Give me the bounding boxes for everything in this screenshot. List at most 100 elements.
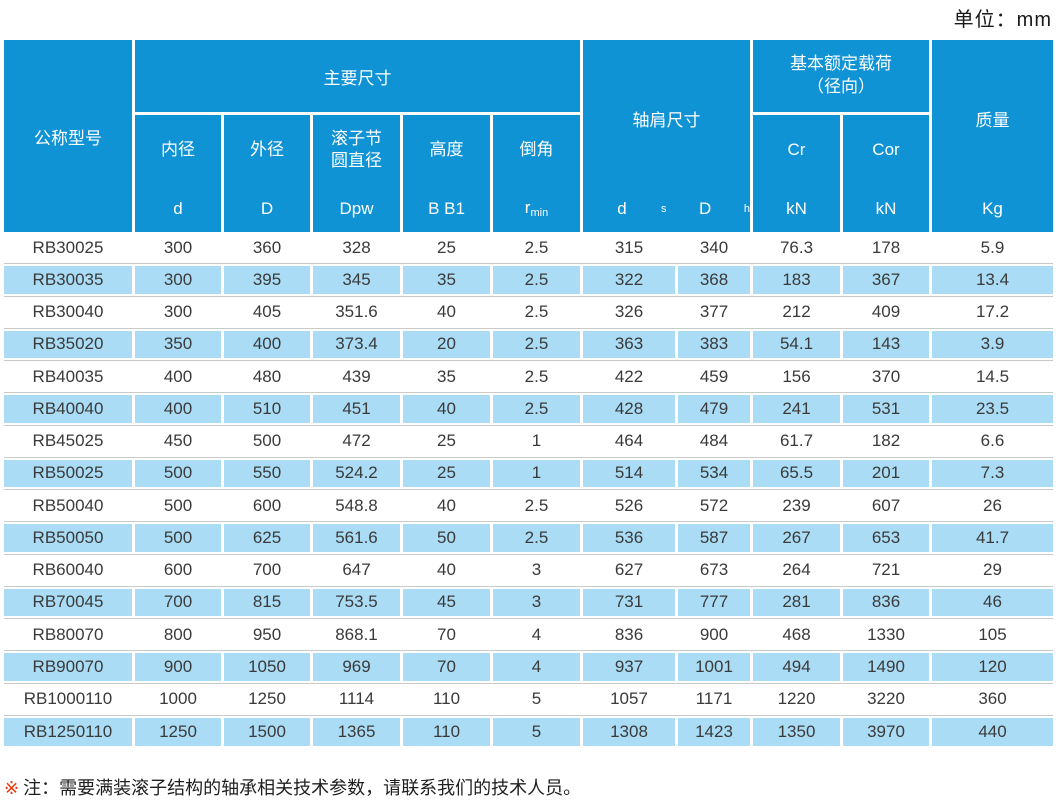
value-cell: 20 bbox=[403, 330, 490, 358]
value-cell: 500 bbox=[135, 459, 221, 487]
value-cell: 315 bbox=[614, 237, 644, 257]
header-model-label: 公称型号 bbox=[34, 128, 102, 148]
value-cell: 373.4 bbox=[313, 330, 400, 358]
table-row: RB30025 300 360 328 25 2.5 315 340 76.3 178 5.9 bbox=[4, 232, 1053, 265]
value-cell: 428 bbox=[583, 395, 675, 423]
value-cell: 524.2 bbox=[313, 459, 400, 487]
table-row: RB50050 500 625 561.6 50 2.5 536 587 267 653 41.7 bbox=[4, 522, 1053, 555]
header-cell-inner-diameter: 内径 d bbox=[135, 115, 221, 232]
value-cell: 182 bbox=[871, 431, 901, 451]
value-cell: 300 bbox=[163, 302, 193, 322]
value-cell: 351.6 bbox=[335, 302, 378, 322]
value-cell: 1490 bbox=[843, 653, 929, 681]
value-cell: 3220 bbox=[867, 689, 905, 709]
value-cell: 23.5 bbox=[932, 395, 1053, 423]
value-cell: 360 bbox=[978, 689, 1007, 709]
value-cell: 400 bbox=[135, 395, 221, 423]
model-cell: RB30025 bbox=[32, 237, 104, 257]
value-cell: 514 bbox=[583, 459, 675, 487]
value-cell: 322 bbox=[583, 266, 675, 294]
table-row: RB40040 400 510 451 40 2.5 428 479 241 531 23.5 bbox=[4, 393, 1053, 426]
value-cell: 531 bbox=[843, 395, 929, 423]
value-cell: 183 bbox=[753, 266, 840, 294]
value-cell: 409 bbox=[871, 302, 901, 322]
shoulder-dims-label: 轴肩尺寸 bbox=[632, 111, 701, 130]
model-cell: RB40040 bbox=[4, 395, 132, 423]
value-cell: 35 bbox=[403, 266, 490, 294]
value-cell: 836 bbox=[614, 624, 644, 644]
model-cell: RB50025 bbox=[4, 459, 132, 487]
header-cell-basic-load-rating: 基本额定载荷 （径向） bbox=[753, 40, 929, 112]
model-cell: RB35020 bbox=[4, 330, 132, 358]
value-cell: 1000 bbox=[159, 689, 197, 709]
outer-diameter-symbol: D bbox=[260, 198, 274, 218]
value-cell: 2.5 bbox=[493, 266, 580, 294]
model-cell: RB40035 bbox=[32, 366, 104, 386]
value-cell: 600 bbox=[163, 560, 193, 580]
value-cell: 625 bbox=[224, 524, 310, 552]
height-label: 高度 bbox=[429, 139, 464, 159]
value-cell: 41.7 bbox=[932, 524, 1053, 552]
table-row: RB80070 800 950 868.1 70 4 836 900 468 1330 105 bbox=[4, 619, 1053, 652]
pitch-label-line2: 圆直径 bbox=[331, 151, 382, 170]
value-cell: 14.5 bbox=[975, 366, 1010, 386]
value-cell: 377 bbox=[699, 302, 729, 322]
chamfer-label: 倒角 bbox=[519, 139, 554, 159]
value-cell: 600 bbox=[252, 495, 282, 515]
value-cell: 405 bbox=[252, 302, 282, 322]
table-row: RB35020 350 400 373.4 20 2.5 363 383 54.1 143 3.9 bbox=[4, 328, 1053, 361]
value-cell: 561.6 bbox=[313, 524, 400, 552]
value-cell: 536 bbox=[583, 524, 675, 552]
value-cell: 510 bbox=[224, 395, 310, 423]
value-cell: 3.9 bbox=[932, 330, 1053, 358]
value-cell: 1350 bbox=[753, 717, 840, 746]
value-cell: 340 bbox=[699, 237, 729, 257]
value-cell: 70 bbox=[403, 653, 490, 681]
table-row: RB1250110 1250 1500 1365 110 5 1308 1423 1350 397… bbox=[4, 715, 1053, 748]
footnote: ※ 注：需要满装滚子结构的轴承相关技术参数，请联系我们的技术人员。 bbox=[4, 774, 581, 800]
footnote-marker: ※ bbox=[4, 778, 20, 798]
value-cell: 1250 bbox=[248, 689, 286, 709]
height-symbol: B B1 bbox=[428, 198, 465, 218]
header-cell-outer-diameter: 外径 D bbox=[224, 115, 310, 232]
model-cell: RB50040 bbox=[32, 495, 104, 515]
pitch-label-line1: 滚子节 bbox=[331, 128, 382, 148]
value-cell: 70 bbox=[437, 624, 456, 644]
table-row: RB70045 700 815 753.5 45 3 731 777 281 836 46 bbox=[4, 586, 1053, 619]
value-cell: 400 bbox=[163, 366, 193, 386]
value-cell: 480 bbox=[252, 366, 282, 386]
mass-unit: Kg bbox=[982, 198, 1003, 218]
value-cell: 494 bbox=[753, 653, 840, 681]
value-cell: 479 bbox=[678, 395, 750, 423]
value-cell: 937 bbox=[583, 653, 675, 681]
value-cell: 5 bbox=[531, 689, 542, 709]
value-cell: 54.1 bbox=[753, 330, 840, 358]
value-cell: 6.6 bbox=[980, 431, 1005, 451]
table-row: RB60040 600 700 647 40 3 627 673 264 721 29 bbox=[4, 554, 1053, 587]
value-cell: 156 bbox=[782, 366, 811, 386]
value-cell: 868.1 bbox=[335, 624, 378, 644]
value-cell: 61.7 bbox=[779, 431, 814, 451]
value-cell: 17.2 bbox=[975, 302, 1010, 322]
value-cell: 2.5 bbox=[524, 495, 549, 515]
footnote-text: 注：需要满装滚子结构的轴承相关技术参数，请联系我们的技术人员。 bbox=[23, 778, 582, 798]
value-cell: 1308 bbox=[583, 717, 675, 746]
value-cell: 143 bbox=[843, 330, 929, 358]
value-cell: 241 bbox=[753, 395, 840, 423]
chamfer-symbol: rmin bbox=[524, 198, 549, 219]
cr-unit: kN bbox=[786, 198, 807, 218]
value-cell: 422 bbox=[614, 366, 644, 386]
value-cell: 212 bbox=[782, 302, 811, 322]
table-row: RB30035 300 395 345 35 2.5 322 368 183 367 13.4 bbox=[4, 264, 1053, 297]
value-cell: 5.9 bbox=[980, 237, 1005, 257]
value-cell: 300 bbox=[163, 237, 193, 257]
value-cell: 3 bbox=[531, 560, 542, 580]
value-cell: 468 bbox=[782, 624, 811, 644]
model-cell: RB50050 bbox=[4, 524, 132, 552]
value-cell: 753.5 bbox=[313, 588, 400, 616]
value-cell: 1001 bbox=[678, 653, 750, 681]
value-cell: 2.5 bbox=[524, 302, 549, 322]
pitch-symbol: Dpw bbox=[339, 198, 374, 218]
model-cell: RB90070 bbox=[4, 653, 132, 681]
table-row: RB30040 300 405 351.6 40 2.5 326 377 212 409 17.2 bbox=[4, 296, 1053, 329]
